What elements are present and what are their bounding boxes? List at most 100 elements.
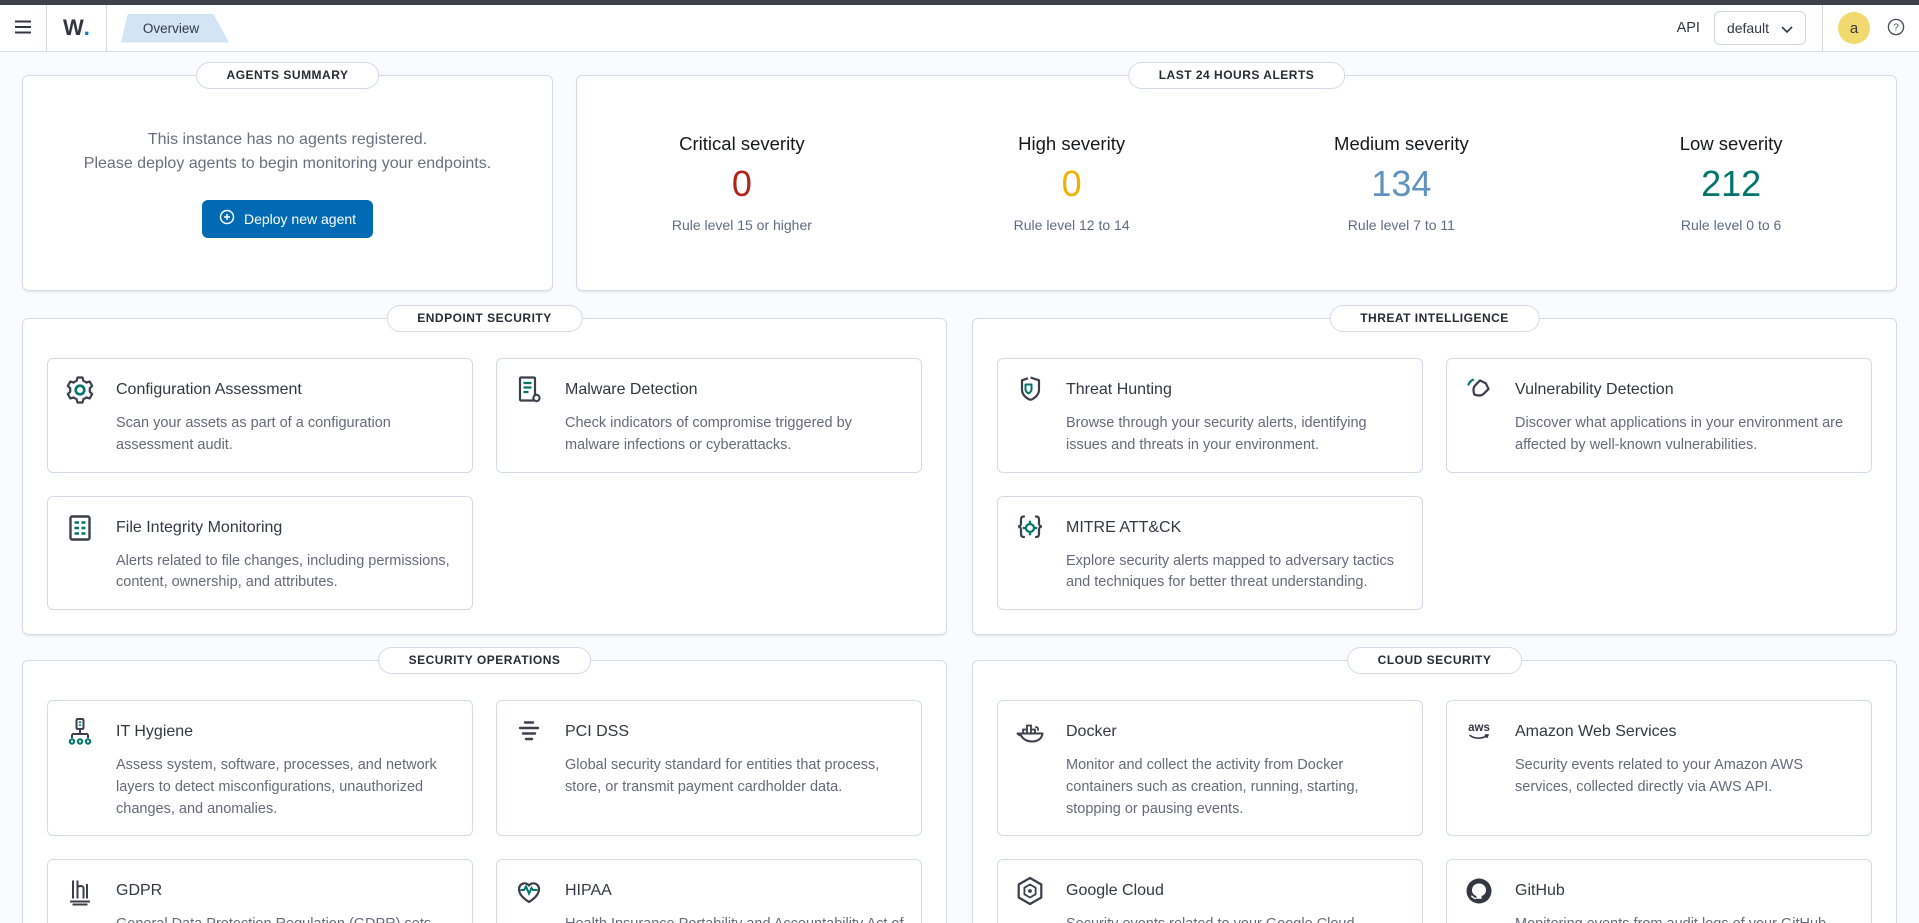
hipaa-icon xyxy=(513,875,545,907)
card-title: IT Hygiene xyxy=(116,723,194,740)
module-card[interactable]: GitHub Monitoring events from audit logs… xyxy=(1446,859,1872,923)
docker-icon xyxy=(1014,716,1046,748)
card-title: Configuration Assessment xyxy=(116,381,302,398)
malware-detection-icon xyxy=(513,374,545,406)
wazuh-logo[interactable]: W. xyxy=(47,5,106,51)
card-title: Amazon Web Services xyxy=(1515,723,1677,740)
aws-icon: aws xyxy=(1463,716,1495,748)
alert-severity-item[interactable]: Medium severity 134 Rule level 7 to 11 xyxy=(1237,133,1567,233)
logo-text: W xyxy=(63,15,84,40)
github-icon xyxy=(1463,875,1495,907)
overview-content: AGENTS SUMMARY This instance has no agen… xyxy=(0,52,1919,923)
deploy-button-label: Deploy new agent xyxy=(243,210,357,227)
module-card[interactable]: Malware Detection Check indicators of co… xyxy=(496,358,922,473)
card-grid: IT Hygiene Assess system, software, proc… xyxy=(47,700,922,923)
card-description: Check indicators of compromise triggered… xyxy=(565,415,852,453)
no-agents-message-line1: This instance has no agents registered. xyxy=(147,131,428,149)
card-description: Discover what applications in your envir… xyxy=(1515,415,1844,453)
card-title: PCI DSS xyxy=(565,723,630,740)
module-card[interactable]: HIPAA Health Insurance Portability and A… xyxy=(496,859,922,923)
chevron-down-icon xyxy=(1781,20,1793,36)
module-card[interactable]: Configuration Assessment Scan your asset… xyxy=(47,358,473,473)
alert-rule-level: Rule level 12 to 14 xyxy=(1013,217,1130,233)
user-avatar[interactable]: a xyxy=(1838,12,1870,44)
threat-hunting-icon xyxy=(1014,374,1046,406)
navbar-divider xyxy=(46,5,47,51)
module-card[interactable]: aws Amazon Web Services Security events … xyxy=(1446,700,1872,837)
api-selector-dropdown[interactable]: default xyxy=(1713,11,1806,45)
section-title-pill: SECURITY OPERATIONS xyxy=(377,647,592,674)
module-card[interactable]: Threat Hunting Browse through your secur… xyxy=(997,358,1423,473)
alert-severity-label: High severity xyxy=(1018,133,1126,154)
panel-title-pill: AGENTS SUMMARY xyxy=(195,62,380,89)
gdpr-icon xyxy=(64,875,96,907)
card-title: HIPAA xyxy=(565,882,612,900)
card-grid: Threat Hunting Browse through your secur… xyxy=(997,358,1872,610)
card-grid: Docker Monitor and collect the activity … xyxy=(997,700,1872,923)
card-description: Browse through your security alerts, ide… xyxy=(1066,415,1367,453)
last-24-hours-alerts-panel: LAST 24 HOURS ALERTS Critical severity 0… xyxy=(576,62,1897,291)
question-mark-icon: ? xyxy=(1887,18,1905,39)
module-card[interactable]: Vulnerability Detection Discover what ap… xyxy=(1446,358,1872,473)
svg-text:?: ? xyxy=(1893,22,1899,33)
alert-severity-value: 212 xyxy=(1701,163,1762,204)
hamburger-icon xyxy=(14,20,32,37)
navbar-divider xyxy=(105,5,107,51)
threat-intelligence-panel: THREAT INTELLIGENCE Threat Hunting Brows… xyxy=(972,305,1897,635)
card-description: Security events related to your Google C… xyxy=(1066,914,1406,923)
module-card[interactable]: Docker Monitor and collect the activity … xyxy=(997,700,1423,837)
card-title: GDPR xyxy=(116,882,163,900)
deploy-new-agent-button[interactable]: Deploy new agent xyxy=(201,199,374,238)
alerts-grid: Critical severity 0 Rule level 15 or hig… xyxy=(577,76,1896,290)
svg-text:aws: aws xyxy=(1468,722,1490,734)
overview-tab[interactable]: Overview xyxy=(121,14,229,43)
top-navbar: W. Overview API default a ? xyxy=(0,5,1919,52)
window-top-strip xyxy=(0,0,1919,5)
alert-severity-item[interactable]: High severity 0 Rule level 12 to 14 xyxy=(907,133,1237,233)
alert-severity-item[interactable]: Low severity 212 Rule level 0 to 6 xyxy=(1566,133,1896,233)
alert-rule-level: Rule level 0 to 6 xyxy=(1680,217,1782,233)
vulnerability-detection-icon xyxy=(1463,374,1495,406)
card-title: Malware Detection xyxy=(565,381,698,398)
card-title: MITRE ATT&CK xyxy=(1066,518,1182,536)
file-integrity-monitoring-icon xyxy=(64,512,96,544)
module-card[interactable]: File Integrity Monitoring Alerts related… xyxy=(47,495,473,610)
card-description: Scan your assets as part of a configurat… xyxy=(116,415,391,453)
module-card[interactable]: GDPR General Data Protection Regulation … xyxy=(47,859,473,923)
menu-button[interactable] xyxy=(0,5,46,51)
google-cloud-icon xyxy=(1014,875,1046,907)
panel-title-pill: LAST 24 HOURS ALERTS xyxy=(1127,62,1346,89)
card-title: File Integrity Monitoring xyxy=(116,518,283,536)
card-description: Monitoring events from audit logs of you… xyxy=(1515,914,1855,923)
alert-severity-value: 0 xyxy=(1061,163,1082,204)
card-title: GitHub xyxy=(1515,882,1565,900)
cloud-security-panel: CLOUD SECURITY Docker Monitor and collec… xyxy=(972,647,1897,923)
card-description: General Data Protection Regulation (GDPR… xyxy=(116,914,456,923)
security-operations-panel: SECURITY OPERATIONS IT Hygiene Assess sy… xyxy=(22,647,947,923)
module-card[interactable]: Google Cloud Security events related to … xyxy=(997,859,1423,923)
configuration-assessment-icon xyxy=(64,374,96,406)
module-card[interactable]: MITRE ATT&CK Explore security alerts map… xyxy=(997,495,1423,610)
it-hygiene-icon xyxy=(64,716,96,748)
card-description: Global security standard for entities th… xyxy=(565,757,880,795)
card-title: Vulnerability Detection xyxy=(1515,381,1674,398)
agents-summary-panel: AGENTS SUMMARY This instance has no agen… xyxy=(22,62,553,291)
card-description: Monitor and collect the activity from Do… xyxy=(1066,757,1359,817)
alert-severity-label: Critical severity xyxy=(679,133,805,154)
card-description: Explore security alerts mapped to advers… xyxy=(1066,552,1394,591)
help-button[interactable]: ? xyxy=(1887,18,1905,39)
alert-rule-level: Rule level 7 to 11 xyxy=(1347,217,1455,233)
card-description: Assess system, software, processes, and … xyxy=(116,757,437,817)
api-selected-value: default xyxy=(1726,20,1769,36)
alert-severity-value: 0 xyxy=(731,163,752,204)
logo-dot: . xyxy=(83,15,90,40)
card-title: Google Cloud xyxy=(1066,882,1164,900)
card-title: Docker xyxy=(1066,723,1117,740)
module-card[interactable]: PCI DSS Global security standard for ent… xyxy=(496,700,922,837)
section-title-pill: CLOUD SECURITY xyxy=(1346,647,1523,674)
no-agents-message-line2: Please deploy agents to begin monitoring… xyxy=(83,154,492,172)
alert-severity-label: Low severity xyxy=(1679,133,1783,154)
api-label: API xyxy=(1676,20,1700,36)
module-card[interactable]: IT Hygiene Assess system, software, proc… xyxy=(47,700,473,837)
alert-severity-item[interactable]: Critical severity 0 Rule level 15 or hig… xyxy=(577,133,907,233)
